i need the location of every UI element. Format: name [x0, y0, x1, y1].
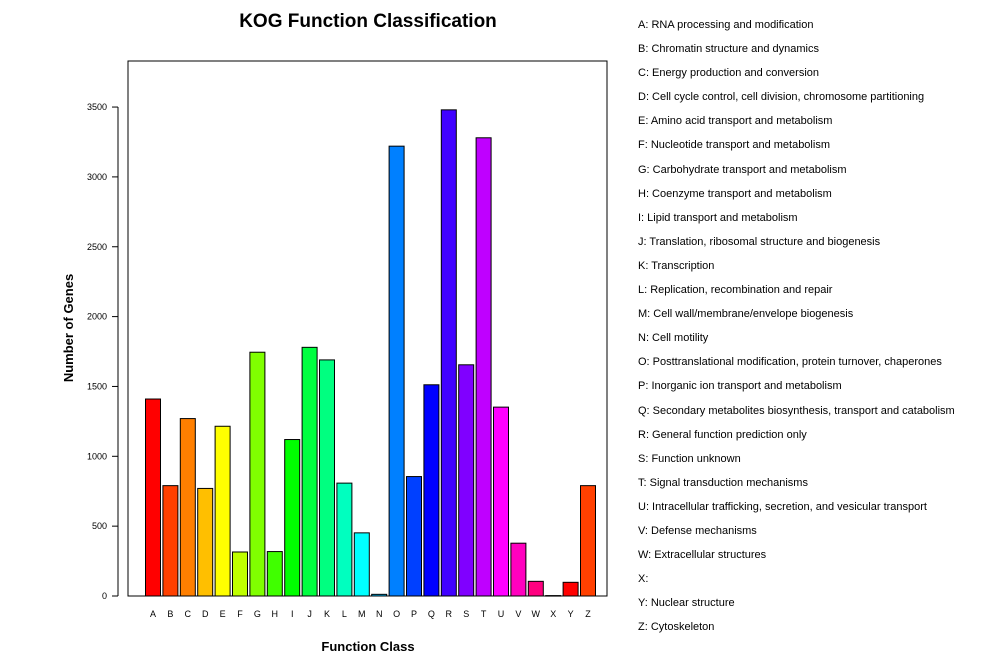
bar-c — [179, 418, 196, 597]
legend-item: Y: Nuclear structure — [638, 597, 735, 610]
legend-item: F: Nucleotide transport and metabolism — [638, 139, 830, 152]
x-tick-label: A — [150, 609, 156, 619]
bar-z — [580, 485, 596, 597]
x-tick-label: N — [376, 609, 383, 619]
bar-y — [562, 581, 579, 597]
legend-item: Q: Secondary metabolites biosynthesis, t… — [638, 404, 955, 417]
legend-item: D: Cell cycle control, cell division, ch… — [638, 91, 925, 104]
bar-e — [214, 425, 231, 597]
bar-h — [266, 551, 283, 597]
x-tick-label: S — [463, 609, 469, 619]
x-tick-label: I — [291, 609, 294, 619]
x-tick-label: R — [446, 609, 453, 619]
x-tick-label: F — [237, 609, 243, 619]
legend-item: Z: Cytoskeleton — [638, 621, 715, 634]
bar-f — [232, 551, 248, 597]
x-tick-label: G — [254, 609, 261, 619]
x-tick-label: X — [550, 609, 556, 619]
bars-group — [145, 109, 596, 597]
y-tick-label: 1000 — [87, 451, 107, 461]
bar-b — [162, 485, 179, 597]
y-tick-label: 0 — [102, 591, 107, 601]
bar-w — [527, 580, 544, 597]
legend-item: O: Posttranslational modification, prote… — [638, 356, 942, 369]
bar-s — [458, 364, 475, 597]
x-tick-label: V — [515, 609, 521, 619]
bar-g — [249, 351, 266, 597]
x-tick-label: O — [393, 609, 400, 619]
legend-item: K: Transcription — [638, 259, 715, 272]
y-tick-label: 3500 — [87, 102, 107, 112]
bar-a — [145, 398, 161, 597]
y-tick-label: 1500 — [87, 381, 107, 391]
x-axis-title: Function Class — [321, 639, 414, 654]
legend-item: S: Function unknown — [638, 452, 741, 465]
legend-item: U: Intracellular trafficking, secretion,… — [638, 500, 927, 513]
legend-item: N: Cell motility — [638, 332, 709, 345]
x-tick-label: Z — [585, 609, 591, 619]
x-tick-label: U — [498, 609, 505, 619]
legend-item: P: Inorganic ion transport and metabolis… — [638, 380, 842, 393]
bar-q — [423, 384, 440, 597]
x-tick-label: Q — [428, 609, 435, 619]
bar-i — [284, 439, 301, 597]
x-tick-label: H — [272, 609, 279, 619]
x-tick-label: L — [342, 609, 347, 619]
legend-item: A: RNA processing and modification — [638, 19, 814, 31]
bar-t — [475, 137, 492, 597]
legend-item: L: Replication, recombination and repair — [638, 284, 833, 297]
legend-item: C: Energy production and conversion — [638, 67, 819, 80]
bar-v — [510, 542, 527, 597]
y-axis-title: Number of Genes — [61, 274, 76, 382]
y-tick-label: 500 — [92, 521, 107, 531]
legend-item: E: Amino acid transport and metabolism — [638, 115, 833, 128]
legend-item: X: — [638, 573, 649, 586]
bar-o — [388, 145, 405, 597]
legend-item: T: Signal transduction mechanisms — [638, 476, 808, 489]
bar-x — [545, 595, 562, 597]
legend-item: V: Defense mechanisms — [638, 524, 757, 537]
x-tick-label: B — [167, 609, 173, 619]
chart-title: KOG Function Classification — [239, 11, 497, 32]
x-tick-label: J — [307, 609, 312, 619]
x-tick-label: C — [185, 609, 192, 619]
legend-item: G: Carbohydrate transport and metabolism — [638, 163, 847, 176]
bar-r — [440, 109, 457, 597]
y-tick-label: 2500 — [87, 242, 107, 252]
legend-item: W: Extracellular structures — [638, 549, 767, 562]
bar-k — [319, 359, 335, 597]
legend: A: RNA processing and modification B: Chr… — [638, 17, 983, 643]
y-axis-ticks: 0 500 1000 1500 2000 2500 3000 3500 — [87, 102, 118, 601]
x-tick-label: Y — [568, 609, 574, 619]
bar-n — [371, 593, 388, 597]
x-tick-label: T — [481, 609, 487, 619]
x-tick-label: D — [202, 609, 209, 619]
x-tick-label: K — [324, 609, 330, 619]
bar-j — [301, 346, 318, 597]
legend-item: R: General function prediction only — [638, 428, 807, 441]
x-tick-label: M — [358, 609, 366, 619]
y-tick-label: 2000 — [87, 312, 107, 322]
bar-d — [197, 487, 214, 597]
bar-p — [406, 476, 422, 597]
x-tick-label: P — [411, 609, 417, 619]
y-tick-label: 3000 — [87, 172, 107, 182]
bar-l — [336, 482, 353, 597]
legend-item: J: Translation, ribosomal structure and … — [638, 235, 881, 248]
x-tick-label: E — [220, 609, 226, 619]
legend-item: I: Lipid transport and metabolism — [638, 211, 798, 224]
legend-item: H: Coenzyme transport and metabolism — [638, 187, 832, 200]
bar-m — [353, 532, 370, 597]
x-tick-label: W — [532, 609, 541, 619]
legend-item: M: Cell wall/membrane/envelope biogenesi… — [638, 308, 854, 321]
legend-item: B: Chromatin structure and dynamics — [638, 43, 819, 56]
bar-u — [493, 406, 509, 597]
